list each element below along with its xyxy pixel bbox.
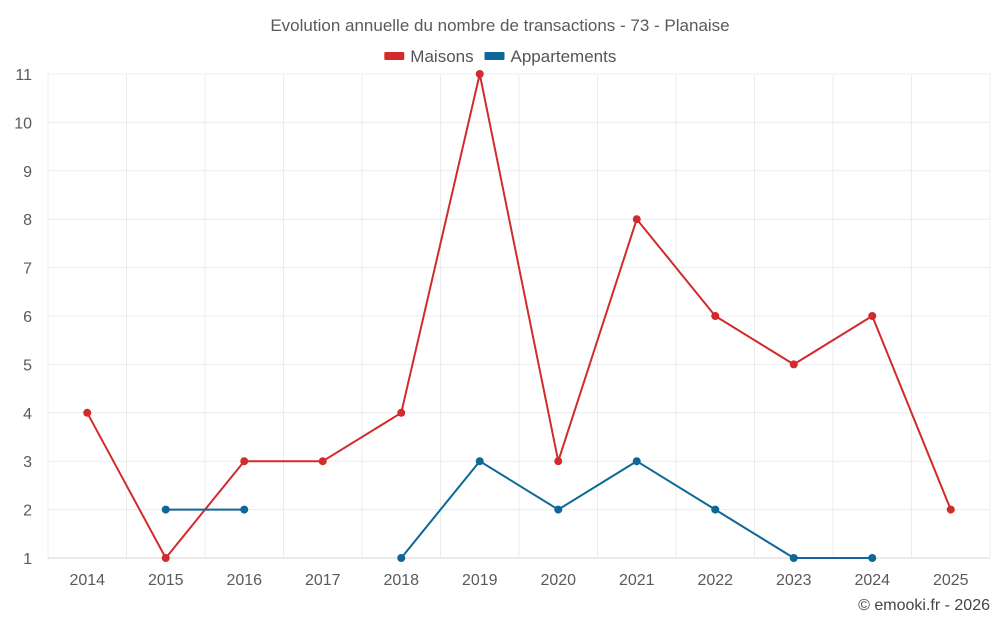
data-point[interactable] xyxy=(397,554,406,562)
y-tick-label: 9 xyxy=(23,164,32,181)
y-tick-label: 11 xyxy=(15,67,32,84)
data-point[interactable] xyxy=(868,312,877,320)
x-tick-label: 2022 xyxy=(697,572,733,589)
data-point[interactable] xyxy=(554,457,563,466)
data-point[interactable] xyxy=(946,505,955,514)
y-axis-ticks: 1 2 3 4 5 6 7 8 9 10 11 xyxy=(14,67,32,568)
data-point[interactable] xyxy=(161,505,170,514)
y-tick-label: 5 xyxy=(23,357,32,374)
y-tick-label: 4 xyxy=(23,406,32,423)
y-tick-label: 10 xyxy=(14,115,32,132)
series-maisons xyxy=(83,70,955,562)
x-axis-ticks: 2014 2015 2016 2017 2018 2019 2020 2021 2022 2023… xyxy=(69,572,968,589)
data-point[interactable] xyxy=(83,408,92,417)
data-point[interactable] xyxy=(475,70,484,78)
data-point[interactable] xyxy=(632,215,641,224)
gridlines xyxy=(47,73,991,558)
x-tick-label: 2024 xyxy=(854,572,890,589)
series-appartements xyxy=(161,457,877,562)
data-point[interactable] xyxy=(240,457,249,466)
data-point[interactable] xyxy=(711,505,720,514)
legend: Maisons Appartements xyxy=(384,47,616,66)
data-point[interactable] xyxy=(240,505,249,514)
x-tick-label: 2021 xyxy=(619,572,655,589)
data-point[interactable] xyxy=(475,457,484,466)
x-tick-label: 2017 xyxy=(305,572,341,589)
legend-item[interactable]: Appartements xyxy=(484,47,617,66)
credit-text: © emooki.fr - 2026 xyxy=(858,597,990,614)
series-layer xyxy=(83,70,955,562)
legend-label: Appartements xyxy=(511,47,617,66)
series-line xyxy=(86,73,952,559)
data-point[interactable] xyxy=(868,554,877,562)
x-tick-label: 2014 xyxy=(69,572,105,589)
x-tick-label: 2019 xyxy=(462,572,498,589)
x-tick-label: 2020 xyxy=(540,572,576,589)
chart-title: Evolution annuelle du nombre de transact… xyxy=(270,16,729,35)
x-tick-label: 2015 xyxy=(148,572,184,589)
legend-swatch xyxy=(384,52,405,60)
data-point[interactable] xyxy=(632,457,641,466)
data-point[interactable] xyxy=(789,554,798,562)
x-tick-label: 2018 xyxy=(383,572,419,589)
data-point[interactable] xyxy=(318,457,327,466)
data-point[interactable] xyxy=(789,360,798,369)
y-tick-label: 2 xyxy=(23,503,32,520)
legend-item[interactable]: Maisons xyxy=(384,47,474,66)
x-tick-label: 2016 xyxy=(226,572,262,589)
data-point[interactable] xyxy=(397,408,406,417)
y-tick-label: 1 xyxy=(23,551,32,568)
data-point[interactable] xyxy=(554,505,563,514)
y-tick-label: 7 xyxy=(23,261,32,278)
data-point[interactable] xyxy=(161,554,170,562)
legend-swatch xyxy=(484,52,505,60)
legend-label: Maisons xyxy=(410,47,473,66)
x-tick-label: 2023 xyxy=(776,572,812,589)
y-tick-label: 6 xyxy=(23,309,32,326)
x-tick-label: 2025 xyxy=(933,572,969,589)
data-point[interactable] xyxy=(711,312,720,320)
y-tick-label: 8 xyxy=(23,212,32,229)
y-tick-label: 3 xyxy=(23,454,32,471)
